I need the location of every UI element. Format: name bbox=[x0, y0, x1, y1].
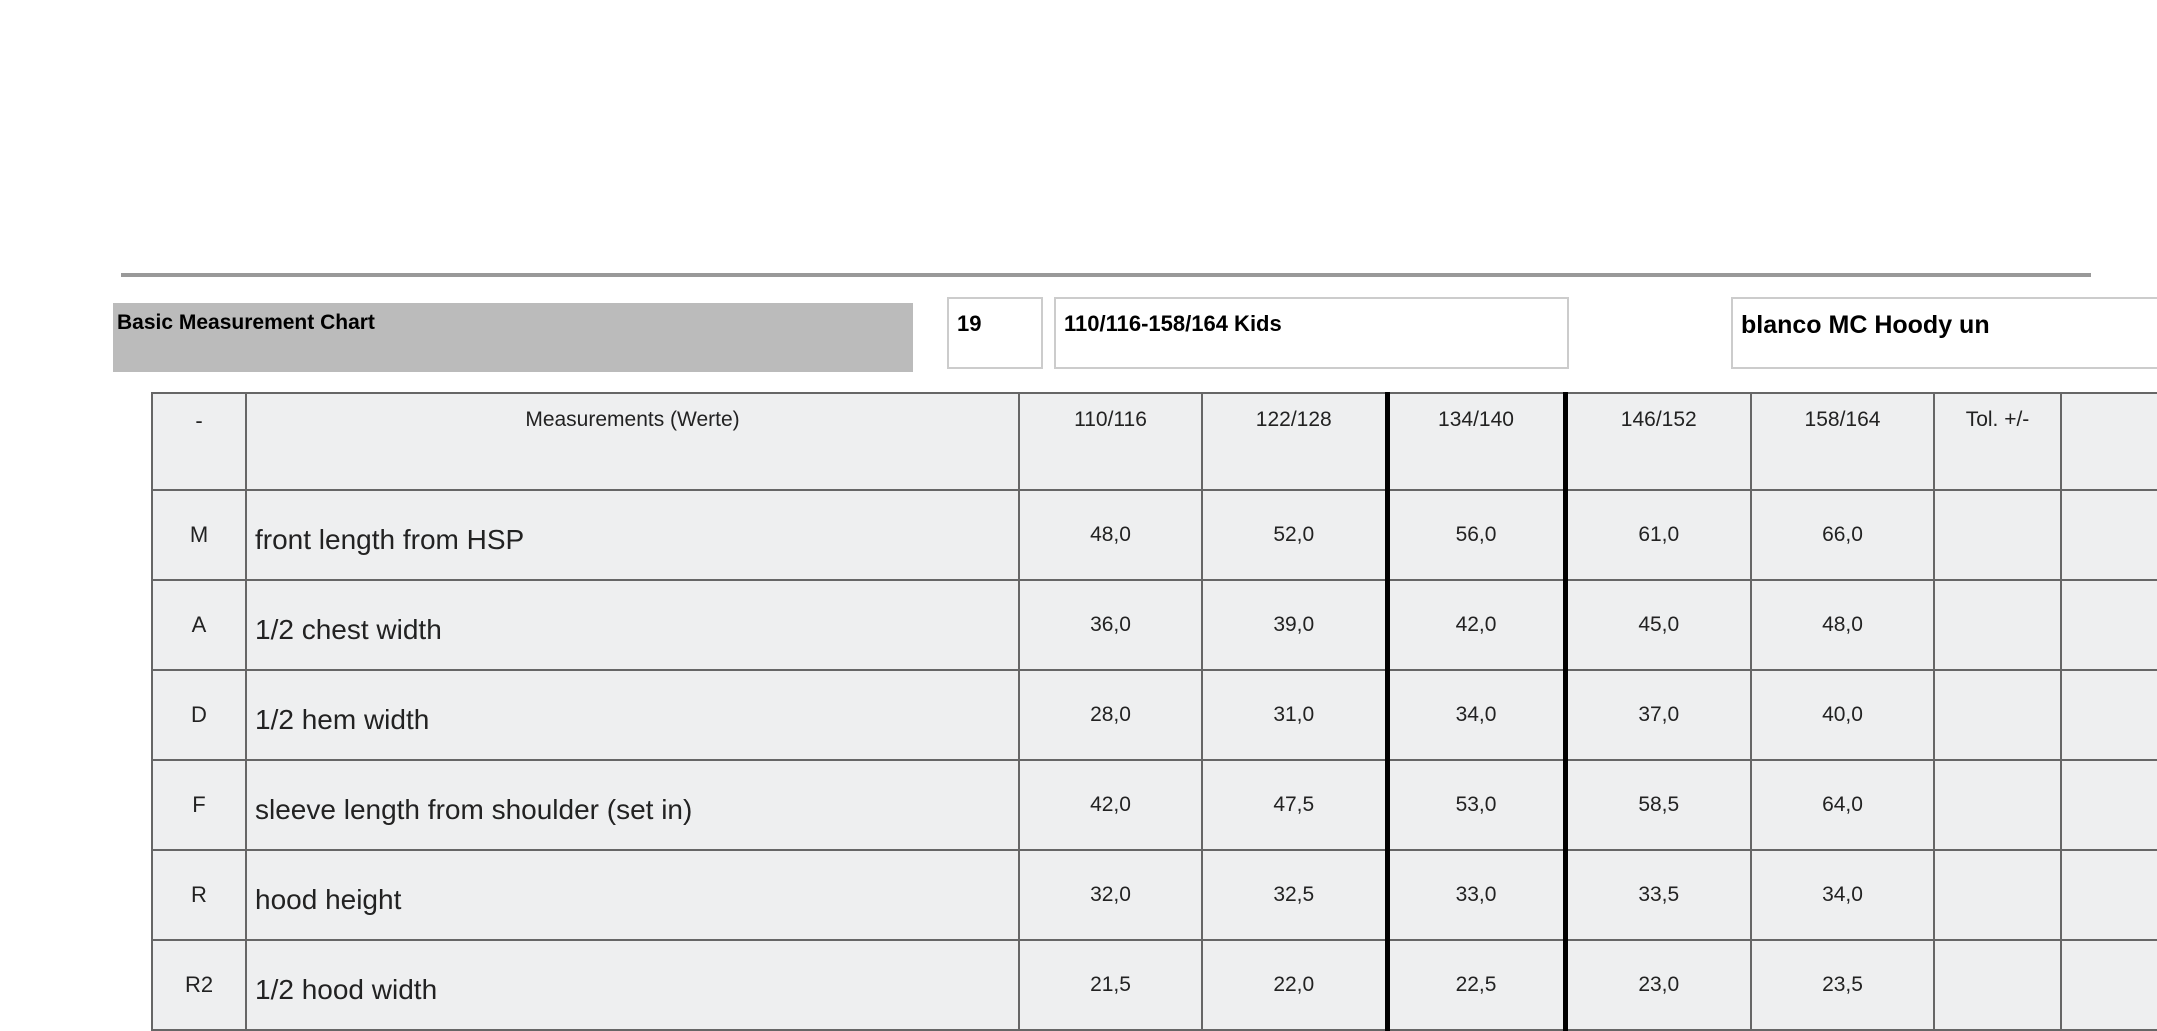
value-cell: 61,0 bbox=[1562, 489, 1752, 581]
value-cell: 22,5 bbox=[1384, 939, 1566, 1031]
value-cell bbox=[2060, 489, 2157, 581]
value-cell: 22,0 bbox=[1201, 939, 1388, 1031]
value-cell bbox=[2060, 759, 2157, 851]
value-cell: 33,0 bbox=[1384, 849, 1566, 941]
code-cell: D bbox=[151, 669, 247, 761]
value-cell: Tol. +/- bbox=[1933, 392, 2062, 491]
value-cell: 28,0 bbox=[1018, 669, 1203, 761]
header-row: - Measurements (Werte) 110/116 122/128 134/1… bbox=[151, 392, 2157, 491]
code-cell: R bbox=[151, 849, 247, 941]
name-cell: sleeve length from shoulder (set in) bbox=[245, 759, 1020, 851]
name-cell: 1/2 chest width bbox=[245, 579, 1020, 671]
product-field: blanco MC Hoody un bbox=[1731, 297, 2157, 369]
code-cell: F bbox=[151, 759, 247, 851]
data-row: R2 1/2 hood width 21,5 22,0 22,5 23,0 23,5 bbox=[151, 939, 2157, 1031]
value-cell: 48,0 bbox=[1750, 579, 1935, 671]
value-cell: 37,0 bbox=[1562, 669, 1752, 761]
name-cell: 1/2 hem width bbox=[245, 669, 1020, 761]
value-cell: 58,5 bbox=[1562, 759, 1752, 851]
value-cell: 146/152 bbox=[1562, 392, 1752, 491]
code-cell: R2 bbox=[151, 939, 247, 1031]
value-cell: 34,0 bbox=[1750, 849, 1935, 941]
value-cell: 52,0 bbox=[1201, 489, 1388, 581]
value-cell bbox=[1933, 669, 2062, 761]
value-cell: 66,0 bbox=[1750, 489, 1935, 581]
value-cell bbox=[2060, 939, 2157, 1031]
value-cell: 110/116 bbox=[1018, 392, 1203, 491]
value-cell: 45,0 bbox=[1562, 579, 1752, 671]
value-cell bbox=[1933, 849, 2062, 941]
data-row: A 1/2 chest width 36,0 39,0 42,0 45,0 48,0 bbox=[151, 579, 2157, 671]
code-cell: A bbox=[151, 579, 247, 671]
code-cell: M bbox=[151, 489, 247, 581]
value-cell: 40,0 bbox=[1750, 669, 1935, 761]
value-cell: 56,0 bbox=[1384, 489, 1566, 581]
value-cell bbox=[2060, 579, 2157, 671]
page: Basic Measurement Chart 19 110/116-158/1… bbox=[113, 273, 2157, 1031]
name-cell: hood height bbox=[245, 849, 1020, 941]
value-cell bbox=[1933, 489, 2062, 581]
value-cell: 47,5 bbox=[1201, 759, 1388, 851]
value-cell bbox=[2060, 669, 2157, 761]
value-cell: 34,0 bbox=[1384, 669, 1566, 761]
table-wrap: - Measurements (Werte) 110/116 122/128 134/1… bbox=[151, 392, 2157, 1031]
code-cell: - bbox=[151, 392, 247, 491]
value-cell bbox=[1933, 939, 2062, 1031]
name-cell: 1/2 hood width bbox=[245, 939, 1020, 1031]
value-cell: 158/164 bbox=[1750, 392, 1935, 491]
size-range-field: 110/116-158/164 Kids bbox=[1054, 297, 1569, 369]
value-cell: 33,5 bbox=[1562, 849, 1752, 941]
chart-title: Basic Measurement Chart bbox=[113, 303, 913, 372]
value-cell: 64,0 bbox=[1750, 759, 1935, 851]
value-cell bbox=[1933, 579, 2062, 671]
value-cell: 48,0 bbox=[1018, 489, 1203, 581]
value-cell: 32,5 bbox=[1201, 849, 1388, 941]
measurement-table: - Measurements (Werte) 110/116 122/128 134/1… bbox=[151, 392, 2157, 1031]
value-cell: 23,0 bbox=[1562, 939, 1752, 1031]
value-cell: 53,0 bbox=[1384, 759, 1566, 851]
number-field: 19 bbox=[947, 297, 1043, 369]
name-cell: Measurements (Werte) bbox=[245, 392, 1020, 491]
value-cell: 32,0 bbox=[1018, 849, 1203, 941]
value-cell: 39,0 bbox=[1201, 579, 1388, 671]
name-cell: front length from HSP bbox=[245, 489, 1020, 581]
value-cell: 21,5 bbox=[1018, 939, 1203, 1031]
value-cell: 42,0 bbox=[1384, 579, 1566, 671]
value-cell: 122/128 bbox=[1201, 392, 1388, 491]
top-rule bbox=[121, 273, 2091, 277]
value-cell: 42,0 bbox=[1018, 759, 1203, 851]
data-row: D 1/2 hem width 28,0 31,0 34,0 37,0 40,0 bbox=[151, 669, 2157, 761]
value-cell bbox=[1933, 759, 2062, 851]
value-cell: 31,0 bbox=[1201, 669, 1388, 761]
value-cell: 36,0 bbox=[1018, 579, 1203, 671]
value-cell: 134/140 bbox=[1384, 392, 1566, 491]
value-cell bbox=[2060, 392, 2157, 491]
value-cell bbox=[2060, 849, 2157, 941]
value-cell: 23,5 bbox=[1750, 939, 1935, 1031]
